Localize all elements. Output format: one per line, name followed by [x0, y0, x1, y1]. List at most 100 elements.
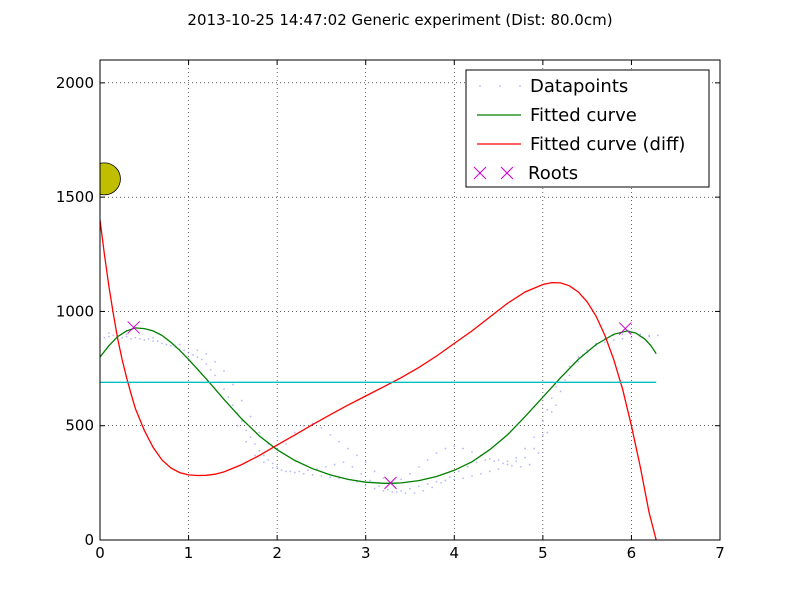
datapoint — [528, 463, 531, 466]
datapoint — [435, 480, 438, 483]
datapoint — [519, 465, 522, 468]
datapoint — [231, 404, 234, 407]
datapoint — [440, 481, 442, 484]
x-tick-label: 5 — [538, 544, 548, 562]
datapoint — [280, 469, 283, 472]
legend-swatch-x — [500, 166, 514, 180]
datapoint — [400, 478, 403, 481]
datapoint — [555, 404, 558, 407]
datapoint — [506, 460, 509, 463]
datapoint — [431, 486, 434, 489]
datapoint — [550, 397, 553, 400]
datapoint — [209, 368, 212, 371]
y-tick-label: 500 — [65, 417, 94, 435]
axes-frame — [99, 59, 721, 541]
datapoint — [285, 443, 287, 445]
datapoint — [541, 420, 544, 423]
datapoint — [639, 333, 642, 336]
datapoint — [448, 476, 451, 479]
root-marker-stroke — [127, 321, 141, 334]
root-marker-stroke — [618, 322, 632, 335]
datapoint — [426, 483, 429, 485]
fitted-curve-line — [100, 327, 657, 484]
root-marker — [618, 322, 632, 335]
datapoint — [373, 487, 376, 490]
datapoint — [435, 452, 438, 455]
datapoint — [240, 420, 243, 423]
datapoint — [134, 336, 137, 339]
datapoint — [453, 445, 456, 448]
datapoint — [245, 429, 248, 432]
datapoint — [161, 342, 163, 345]
datapoint — [506, 463, 509, 466]
datapoint — [555, 385, 558, 388]
datapoint — [533, 447, 535, 450]
datapoint — [413, 492, 416, 495]
x-tick-label: 1 — [184, 544, 194, 562]
datapoint — [612, 339, 615, 341]
legend-label: Fitted curve (diff) — [530, 134, 685, 155]
x-tick-label: 2 — [272, 544, 282, 562]
axes: 0 1 2 3 4 5 6 7 0 500 1000 1500 2000 — [56, 59, 725, 562]
datapoint — [395, 491, 398, 493]
datapoint — [196, 356, 199, 359]
datapoint — [152, 340, 155, 343]
datapoint — [324, 465, 327, 468]
datapoint — [355, 454, 358, 457]
datapoint — [657, 334, 659, 337]
datapoint — [550, 411, 553, 413]
datapoint — [391, 491, 394, 493]
x-tick-label: 7 — [715, 544, 725, 562]
datapoint — [223, 388, 225, 391]
datapoint — [409, 472, 411, 475]
datapoint — [236, 424, 239, 427]
datapoint — [192, 353, 194, 356]
legend-swatch-dot — [519, 85, 521, 87]
datapoint — [409, 487, 411, 490]
datapoint — [205, 363, 208, 365]
datapoint — [621, 337, 624, 340]
datapoint — [630, 336, 633, 339]
legend-entry: Fitted curve (diff) — [477, 134, 685, 155]
datapoint — [382, 489, 385, 492]
datapoint — [103, 336, 106, 339]
position-marker — [100, 162, 121, 196]
datapoint — [586, 349, 589, 352]
datapoint — [240, 399, 243, 402]
datapoint — [471, 451, 473, 453]
datapoint — [267, 459, 270, 461]
datapoint — [298, 470, 301, 473]
datapoint — [488, 470, 491, 473]
datapoint — [378, 485, 380, 488]
datapoint — [223, 369, 225, 372]
datapoint — [276, 465, 279, 468]
datapoint — [497, 459, 500, 461]
datapoint — [568, 365, 571, 368]
datapoint — [444, 447, 447, 450]
legend-label: Roots — [528, 163, 578, 184]
datapoint — [546, 431, 549, 434]
datapoint — [302, 424, 305, 427]
datapoint — [510, 464, 513, 467]
datapoint — [404, 492, 407, 495]
datapoint — [488, 457, 491, 460]
datapoint — [138, 337, 141, 340]
datapoint — [200, 358, 203, 361]
datapoint — [462, 477, 465, 480]
datapoint — [262, 454, 265, 457]
datapoint — [254, 454, 256, 457]
legend-swatch-dot — [479, 85, 481, 87]
datapoint — [479, 472, 482, 475]
datapoint — [231, 383, 234, 386]
datapoint — [214, 360, 217, 363]
legend-entry: Fitted curve — [477, 105, 637, 126]
datapoint — [577, 356, 580, 359]
datapoint — [302, 472, 305, 475]
datapoint — [258, 431, 261, 434]
datapoint — [271, 462, 274, 465]
datapoint — [347, 447, 349, 450]
datapoint — [621, 333, 624, 336]
datapoint — [462, 447, 465, 450]
datapoint — [426, 459, 429, 461]
datapoint — [107, 335, 110, 338]
